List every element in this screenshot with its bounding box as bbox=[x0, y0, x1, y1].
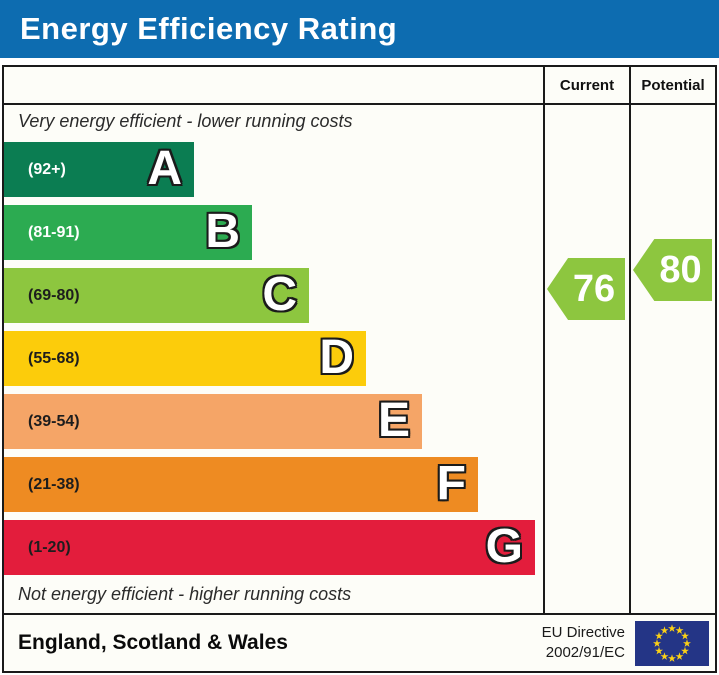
current-rating-arrow: 76 bbox=[547, 258, 625, 320]
title-bar: Energy Efficiency Rating bbox=[0, 0, 719, 58]
region-label: England, Scotland & Wales bbox=[18, 631, 288, 654]
eu-directive-line1: EU Directive bbox=[541, 623, 625, 641]
current-rating-value: 76 bbox=[572, 268, 616, 310]
band-a: (92+) A bbox=[4, 142, 194, 197]
potential-rating-value: 80 bbox=[659, 249, 702, 291]
footer-row: England, Scotland & Wales EU Directive 2… bbox=[4, 615, 715, 671]
eu-flag-icon bbox=[635, 620, 709, 666]
band-e-range: (39-54) bbox=[28, 413, 80, 430]
eu-directive-line2: 2002/91/EC bbox=[545, 644, 625, 661]
bands-area: Very energy efficient - lower running co… bbox=[4, 105, 543, 613]
header-row: Current Potential bbox=[4, 67, 715, 105]
band-e-letter: E bbox=[377, 393, 410, 447]
band-d-letter: D bbox=[319, 330, 354, 384]
band-a-range: (92+) bbox=[28, 161, 66, 178]
chart-row: Very energy efficient - lower running co… bbox=[4, 105, 715, 615]
band-f: (21-38) F bbox=[4, 457, 478, 512]
band-b-range: (81-91) bbox=[28, 224, 80, 241]
band-f-letter: F bbox=[436, 456, 466, 510]
band-d-range: (55-68) bbox=[28, 350, 80, 367]
potential-rating-arrow: 80 bbox=[633, 239, 712, 301]
band-c: (69-80) C bbox=[4, 268, 309, 323]
band-c-letter: C bbox=[262, 267, 297, 321]
band-g: (1-20) G bbox=[4, 520, 535, 575]
band-f-range: (21-38) bbox=[28, 476, 80, 493]
band-g-letter: G bbox=[485, 519, 523, 573]
current-rating-cell: 76 bbox=[543, 105, 629, 613]
band-b-letter: B bbox=[205, 204, 240, 258]
bottom-caption: Not energy efficient - higher running co… bbox=[18, 584, 352, 604]
epc-table: Current Potential Very energy efficient … bbox=[2, 65, 717, 673]
potential-rating-cell: 80 bbox=[629, 105, 715, 613]
band-g-range: (1-20) bbox=[28, 539, 71, 556]
band-d: (55-68) D bbox=[4, 331, 366, 386]
top-caption: Very energy efficient - lower running co… bbox=[18, 111, 353, 131]
band-c-range: (69-80) bbox=[28, 287, 80, 304]
header-spacer-cell bbox=[4, 67, 543, 103]
page-title: Energy Efficiency Rating bbox=[20, 11, 398, 46]
current-column-header: Current bbox=[543, 67, 629, 103]
eu-directive-label: EU Directive 2002/91/EC bbox=[542, 623, 625, 664]
band-e: (39-54) E bbox=[4, 394, 422, 449]
potential-column-header: Potential bbox=[629, 67, 715, 103]
band-a-letter: A bbox=[147, 141, 182, 195]
band-b: (81-91) B bbox=[4, 205, 252, 260]
